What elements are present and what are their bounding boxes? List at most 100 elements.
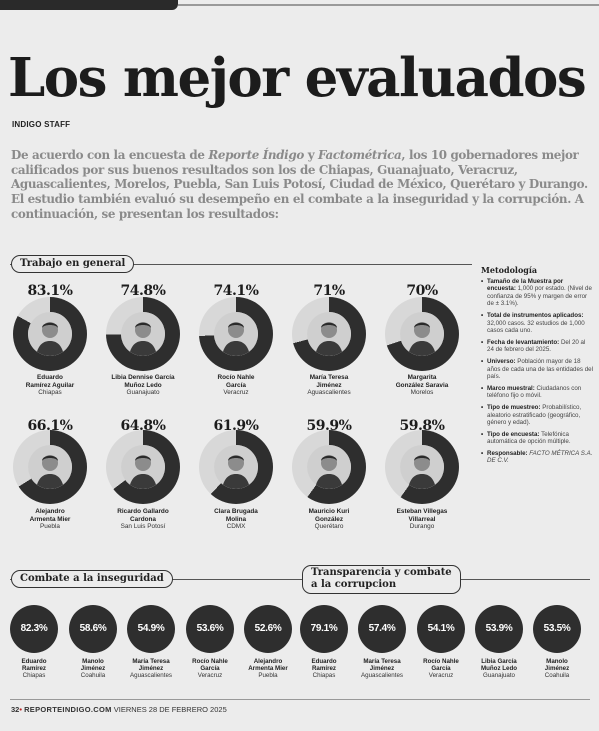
- top-bar-block: [0, 0, 178, 10]
- transparencia-score-circle: 57.4%: [358, 605, 406, 653]
- section-title-inseguridad: Combate a la inseguridad: [11, 570, 173, 588]
- inseguridad-governor-name: María Teresa Jiménez: [132, 658, 170, 673]
- methodology-label: Tamaño de la Muestra por encuesta:: [487, 277, 564, 293]
- governor-name: María Teresa Jiménez: [309, 374, 349, 389]
- inseguridad-governor-state: Aguascalientes: [130, 672, 172, 679]
- section-rule-bottom: [10, 579, 590, 580]
- transparencia-score-circle: 79.1%: [300, 605, 348, 653]
- governor-portrait: [307, 445, 351, 489]
- methodology-item: Tamaño de la Muestra por encuesta: 1,000…: [481, 278, 593, 308]
- methodology-label: Fecha de levantamiento:: [487, 338, 560, 346]
- inseguridad-score-circle: 58.6%: [69, 605, 117, 653]
- donut-ring: [13, 297, 87, 371]
- inseguridad-governor-name: Rocío Nahle García: [192, 658, 228, 673]
- donut-ring: [292, 430, 366, 504]
- intro-and: y: [303, 148, 319, 162]
- governor-state: Puebla: [40, 523, 60, 530]
- donut-ring: [13, 430, 87, 504]
- portrait-icon: [307, 445, 351, 489]
- governor-state: Chiapas: [38, 389, 62, 396]
- inseguridad-score-circle: 52.6%: [244, 605, 292, 653]
- methodology-value: 1,000 por estado. (Nivel de confianza de…: [487, 285, 592, 308]
- page-number: 32: [11, 705, 20, 714]
- intro-source-1: Reporte Índigo: [208, 148, 304, 162]
- inseguridad-governor-state: Chiapas: [22, 672, 46, 679]
- inseguridad-governor-state: Coahuila: [80, 672, 106, 679]
- donut-ring: [385, 430, 459, 504]
- governor-name: Libia Dennise García Muñoz Ledo: [111, 374, 175, 389]
- methodology-label: Tipo de encuesta:: [487, 430, 540, 438]
- governor-portrait: [121, 312, 165, 356]
- governor-name: Clara Brugada Molina: [214, 508, 258, 523]
- methodology-label: Responsable:: [487, 449, 528, 457]
- governor-name: Mauricio Kuri González: [308, 508, 350, 523]
- byline: INDIGO STAFF: [12, 120, 71, 129]
- footer-date: VIERNES 28 DE FEBRERO 2025: [113, 705, 227, 714]
- donut-ring: [106, 430, 180, 504]
- donut-percent-label: 74.8%: [120, 283, 166, 299]
- transparencia-governor-name: Eduardo Ramírez: [311, 658, 337, 673]
- governor-name: Eduardo Ramírez Aguilar: [25, 374, 75, 389]
- footer-site: REPORTEINDIGO.COM: [24, 705, 112, 714]
- transparencia-governor-state: Aguascalientes: [361, 672, 403, 679]
- governor-state: Durango: [409, 523, 435, 530]
- portrait-icon: [307, 312, 351, 356]
- intro-source-2: Factométrica: [318, 148, 402, 162]
- portrait-icon: [28, 445, 72, 489]
- governor-portrait: [400, 312, 444, 356]
- donut-percent-label: 64.8%: [120, 418, 166, 434]
- donut-percent-label: 59.9%: [306, 418, 352, 434]
- transparencia-governor-name: Rocío Nahle García: [423, 658, 459, 673]
- section-title-trabajo: Trabajo en general: [11, 255, 135, 273]
- portrait-icon: [121, 312, 165, 356]
- methodology-item: Universo: Población mayor de 18 años de …: [481, 358, 593, 381]
- inseguridad-governor-state: Veracruz: [197, 672, 223, 679]
- transparencia-governor-state: Coahuila: [544, 672, 570, 679]
- footer-rule: [10, 699, 590, 700]
- inseguridad-score-circle: 53.6%: [186, 605, 234, 653]
- methodology-value: 32,000 casos. 32 estudios de 1,000 casos…: [487, 319, 585, 335]
- inseguridad-governor-name: Eduardo Ramírez: [21, 658, 47, 673]
- transparencia-governor-name: María Teresa Jiménez: [363, 658, 401, 673]
- top-bar-rule: [178, 4, 599, 6]
- methodology-item: Fecha de levantamiento: Del 20 al 24 de …: [481, 339, 593, 354]
- footer-dot: •: [19, 705, 22, 714]
- donut-ring: [199, 430, 273, 504]
- transparencia-governor-state: Guanajuato: [483, 672, 515, 679]
- donut-percent-label: 66.1%: [27, 418, 73, 434]
- governor-name: Margarita González Saravia: [395, 374, 449, 389]
- methodology-item: Tipo de encuesta: Telefónica automática …: [481, 431, 593, 446]
- transparencia-score-circle: 53.5%: [533, 605, 581, 653]
- governor-name: Esteban Villegas Villarreal: [396, 508, 448, 523]
- methodology-value: FACTO MÉTRICA S.A. DE C.V.: [487, 449, 593, 465]
- donut-percent-label: 70%: [406, 283, 438, 299]
- governor-state: San Luis Potosí: [120, 523, 166, 530]
- donut-ring: [106, 297, 180, 371]
- methodology-value: Del 20 al 24 de febrero del 2025.: [487, 338, 586, 354]
- top-bar: [0, 0, 599, 12]
- transparencia-governor-name: Libia García Muñoz Ledo: [480, 658, 518, 673]
- transparencia-governor-state: Chiapas: [312, 672, 336, 679]
- intro-text-2: , los 10 gobernadores mejor calificados …: [11, 148, 588, 221]
- methodology-value: Telefónica automática de opción múltiple…: [487, 430, 571, 446]
- governor-portrait: [307, 312, 351, 356]
- governor-state: Morelos: [410, 389, 434, 396]
- donut-percent-label: 74.1%: [213, 283, 259, 299]
- governor-state: Veracruz: [223, 389, 249, 396]
- governor-name: Alejandro Armenta Mier: [29, 508, 71, 523]
- footer: 32• REPORTEINDIGO.COM VIERNES 28 DE FEBR…: [11, 705, 227, 714]
- inseguridad-governor-name: Manolo Jiménez: [80, 658, 106, 673]
- methodology-label: Marco muestral:: [487, 384, 535, 392]
- portrait-icon: [400, 312, 444, 356]
- portrait-icon: [214, 445, 258, 489]
- governor-state: Aguascalientes: [307, 389, 351, 396]
- donut-percent-label: 61.9%: [213, 418, 259, 434]
- portrait-icon: [28, 312, 72, 356]
- governor-state: CDMX: [226, 523, 246, 530]
- inseguridad-governor-name: Alejandro Armenta Mier: [248, 658, 288, 673]
- governor-state: Guanajuato: [126, 389, 160, 396]
- intro-paragraph: De acuerdo con la encuesta de Reporte Ín…: [11, 148, 596, 222]
- methodology-item: Tipo de muestreo: Probabilístico, aleato…: [481, 404, 593, 427]
- governor-portrait: [121, 445, 165, 489]
- donut-ring: [199, 297, 273, 371]
